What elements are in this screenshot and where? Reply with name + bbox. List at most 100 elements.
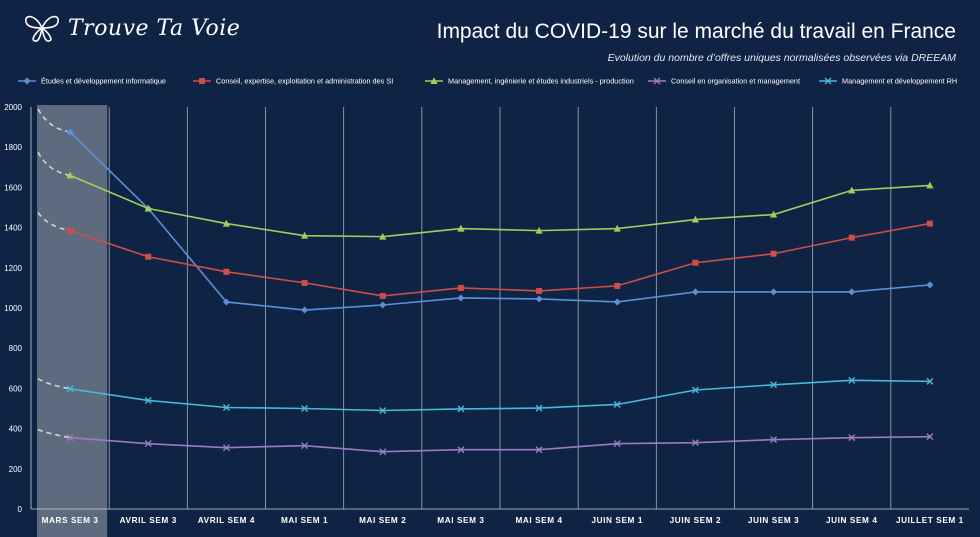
legend-item: Conseil, expertise, exploitation et admi…	[193, 77, 393, 86]
series-line	[69, 174, 930, 238]
data-point	[23, 77, 31, 85]
legend-item: Management et développement RH	[819, 77, 957, 86]
legend-item: Conseil en organisation et management	[648, 77, 800, 86]
legend-label: Management, ingénierie et études industr…	[448, 77, 634, 86]
data-point	[379, 407, 387, 415]
x-tick-label: JUIN SEM 4	[826, 516, 878, 525]
data-point	[66, 128, 74, 136]
data-point	[535, 295, 543, 303]
legend-label: Conseil en organisation et management	[671, 77, 800, 86]
x-tick-label: MAI SEM 4	[515, 516, 562, 525]
data-point	[457, 446, 465, 454]
data-point	[770, 250, 777, 257]
data-point	[613, 224, 621, 232]
data-point	[691, 439, 699, 447]
data-point	[926, 181, 934, 189]
data-point	[144, 440, 152, 448]
series-line	[69, 379, 930, 412]
y-tick-label: 0	[18, 505, 23, 514]
data-point	[691, 386, 699, 394]
x-tick-label: JUIN SEM 2	[670, 516, 722, 525]
series	[37, 428, 934, 456]
logo-text: Trouve Ta Voie	[68, 15, 241, 41]
data-point	[769, 210, 778, 218]
data-point	[457, 284, 464, 291]
data-point	[66, 385, 74, 393]
data-point	[457, 224, 465, 232]
series-lead-in	[37, 151, 71, 177]
series-line	[70, 435, 930, 453]
data-point	[457, 405, 465, 413]
data-point	[66, 434, 74, 442]
series-line	[69, 131, 930, 311]
y-tick-label: 800	[9, 344, 23, 353]
data-point	[144, 204, 152, 212]
data-point	[223, 268, 230, 275]
data-point	[926, 220, 933, 227]
x-tick-label: MAI SEM 3	[437, 516, 484, 525]
data-point	[848, 434, 856, 442]
data-point	[536, 287, 543, 294]
data-point	[613, 400, 621, 408]
data-point	[848, 376, 856, 384]
data-point	[770, 436, 778, 444]
chart-title: Impact du COVID-19 sur le marché du trav…	[436, 20, 956, 43]
x-tick-label: AVRIL SEM 3	[120, 516, 177, 525]
data-point	[430, 77, 438, 84]
series-lead-in	[37, 378, 71, 390]
data-point	[535, 404, 543, 412]
y-tick-label: 400	[9, 425, 23, 434]
y-tick-label: 200	[9, 465, 23, 474]
data-point	[926, 433, 934, 441]
data-point	[301, 442, 309, 450]
data-point	[379, 448, 387, 456]
data-point	[222, 219, 231, 227]
data-point	[535, 226, 543, 234]
data-point	[535, 446, 543, 454]
data-point	[457, 294, 465, 302]
data-point	[848, 234, 855, 241]
series-line	[69, 222, 931, 297]
data-point	[613, 440, 621, 448]
y-tick-label: 2000	[4, 103, 22, 112]
data-point	[145, 253, 152, 260]
logo: Trouve Ta Voie	[22, 10, 240, 46]
data-point	[379, 292, 386, 299]
y-tick-label: 1200	[4, 264, 22, 273]
chart-subtitle: Evolution du nombre d’offres uniques nor…	[607, 52, 956, 64]
legend-item: Études et développement informatique	[18, 77, 166, 86]
data-point	[691, 215, 700, 223]
legend-label: Management et développement RH	[842, 77, 957, 86]
data-point	[222, 444, 230, 452]
data-point	[926, 281, 934, 289]
series-lead-in	[37, 428, 71, 439]
y-tick-label: 1800	[4, 143, 22, 152]
data-point	[848, 288, 856, 296]
series	[37, 376, 934, 415]
x-tick-label: MARS SEM 3	[42, 516, 99, 525]
series-lead-in	[37, 108, 71, 133]
butterfly-icon	[25, 15, 59, 42]
data-point	[222, 404, 230, 411]
legend-label: Conseil, expertise, exploitation et admi…	[216, 77, 393, 86]
x-tick-label: JUIN SEM 1	[592, 516, 644, 525]
data-point	[824, 77, 832, 85]
series	[37, 212, 933, 299]
data-point	[199, 78, 205, 84]
data-point	[613, 298, 621, 306]
data-point	[770, 288, 778, 296]
data-point	[379, 232, 387, 240]
y-tick-label: 1000	[4, 304, 22, 313]
data-point	[301, 405, 309, 412]
y-tick-label: 600	[9, 384, 23, 393]
legend-label: Études et développement informatique	[41, 77, 166, 86]
x-tick-label: MAI SEM 2	[359, 516, 406, 525]
data-point	[222, 298, 230, 306]
x-tick-label: JUIN SEM 3	[748, 516, 800, 525]
data-point	[848, 186, 856, 194]
data-point	[770, 381, 778, 389]
legend-item: Management, ingénierie et études industr…	[425, 77, 634, 86]
data-point	[692, 259, 699, 266]
series-lead-in	[37, 212, 71, 232]
